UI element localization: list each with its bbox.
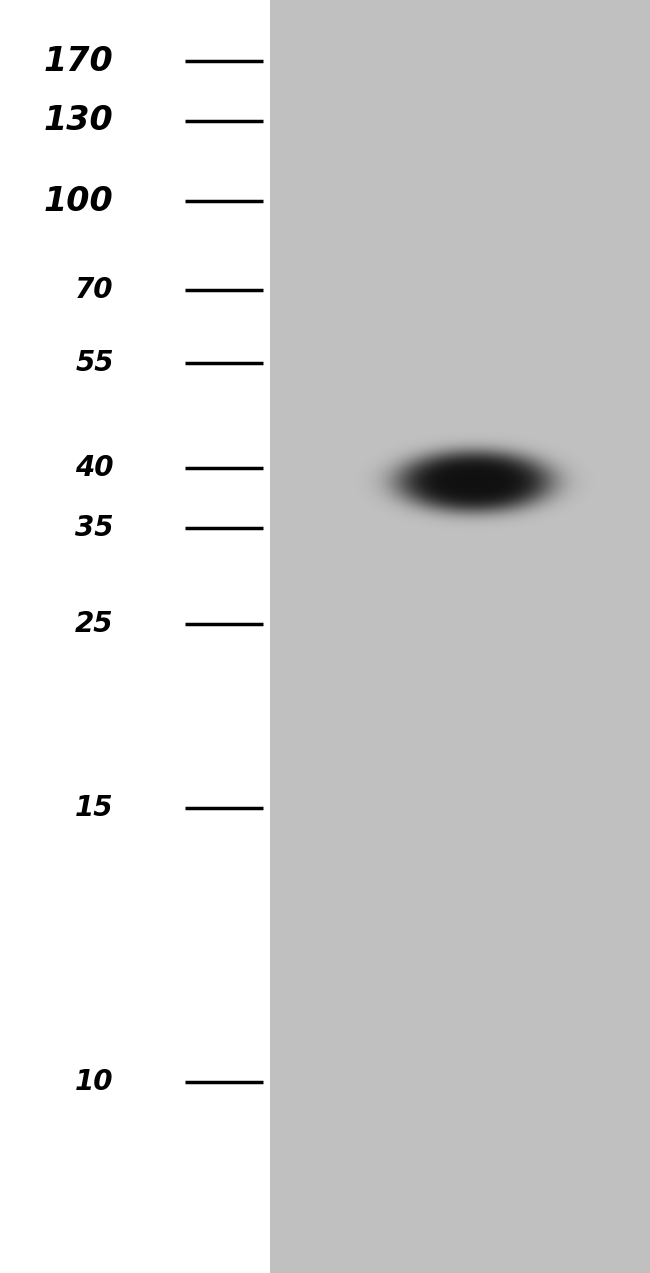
Text: 15: 15 (75, 794, 114, 822)
Text: 25: 25 (75, 610, 114, 638)
Text: 130: 130 (44, 104, 114, 137)
Text: 55: 55 (75, 349, 114, 377)
Text: 35: 35 (75, 514, 114, 542)
Text: 10: 10 (75, 1068, 114, 1096)
Text: 100: 100 (44, 185, 114, 218)
Text: 40: 40 (75, 454, 114, 482)
Text: 70: 70 (75, 276, 114, 304)
Text: 170: 170 (44, 45, 114, 78)
Bar (270, 0, 650, 1273)
